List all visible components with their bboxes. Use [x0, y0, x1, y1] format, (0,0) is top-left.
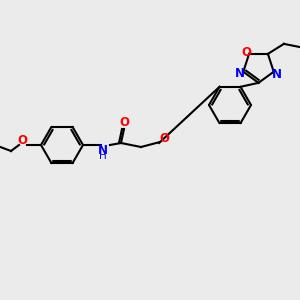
Text: N: N [98, 143, 108, 157]
Text: O: O [119, 116, 129, 130]
Text: O: O [17, 134, 27, 148]
Text: N: N [235, 67, 245, 80]
Text: O: O [241, 46, 251, 59]
Text: N: N [272, 68, 282, 81]
Text: H: H [99, 151, 107, 161]
Text: O: O [159, 131, 169, 145]
